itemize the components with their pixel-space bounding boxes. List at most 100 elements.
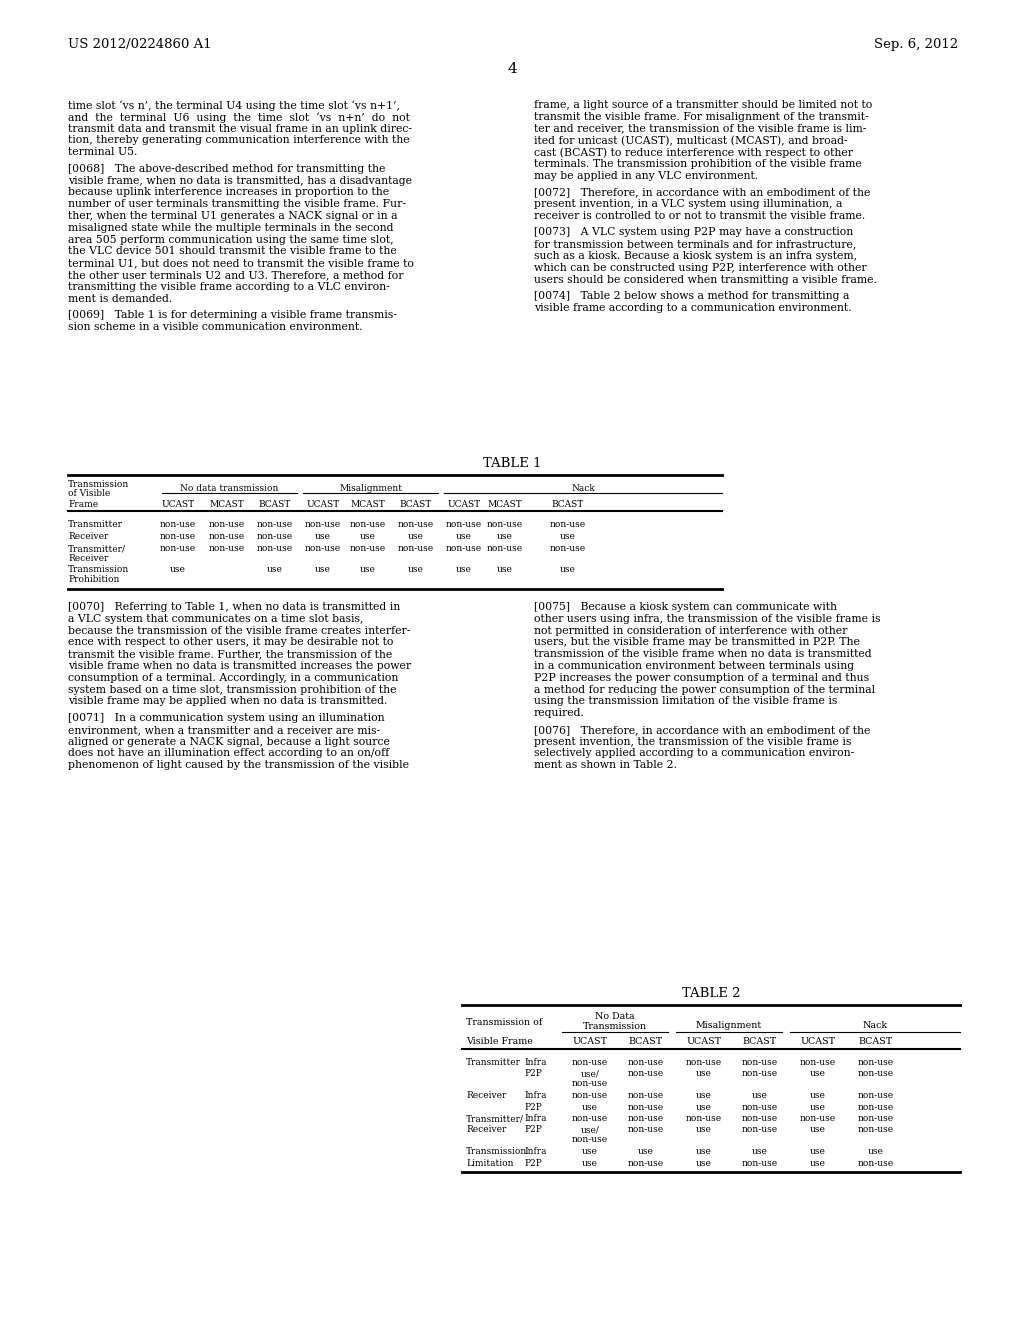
Text: P2P: P2P — [524, 1102, 542, 1111]
Text: non-use: non-use — [628, 1102, 664, 1111]
Text: [0073]   A VLC system using P2P may have a construction: [0073] A VLC system using P2P may have a… — [534, 227, 853, 238]
Text: P2P: P2P — [524, 1069, 542, 1078]
Text: non-use: non-use — [398, 520, 434, 529]
Text: non-use: non-use — [257, 532, 293, 541]
Text: Transmission: Transmission — [466, 1147, 527, 1156]
Text: transmit the visible frame. Further, the transmission of the: transmit the visible frame. Further, the… — [68, 649, 392, 659]
Text: use: use — [810, 1092, 826, 1100]
Text: non-use: non-use — [550, 544, 586, 553]
Text: non-use: non-use — [572, 1080, 608, 1089]
Text: use: use — [810, 1147, 826, 1156]
Text: use: use — [497, 565, 513, 574]
Text: non-use: non-use — [628, 1059, 664, 1067]
Text: use: use — [408, 532, 424, 541]
Text: Transmission: Transmission — [68, 480, 129, 488]
Text: [0072]   Therefore, in accordance with an embodiment of the: [0072] Therefore, in accordance with an … — [534, 187, 870, 197]
Text: selectively applied according to a communication environ-: selectively applied according to a commu… — [534, 748, 854, 758]
Text: non-use: non-use — [257, 520, 293, 529]
Text: non-use: non-use — [742, 1126, 778, 1134]
Text: BCAST: BCAST — [859, 1038, 893, 1045]
Text: transmitting the visible frame according to a VLC environ-: transmitting the visible frame according… — [68, 281, 390, 292]
Text: of Visible: of Visible — [68, 488, 111, 498]
Text: BCAST: BCAST — [743, 1038, 777, 1045]
Text: use: use — [810, 1102, 826, 1111]
Text: use: use — [360, 565, 376, 574]
Text: Receiver: Receiver — [466, 1092, 507, 1100]
Text: non-use: non-use — [628, 1114, 664, 1123]
Text: non-use: non-use — [572, 1059, 608, 1067]
Text: visible frame may be applied when no data is transmitted.: visible frame may be applied when no dat… — [68, 697, 387, 706]
Text: Receiver: Receiver — [68, 532, 109, 541]
Text: receiver is controlled to or not to transmit the visible frame.: receiver is controlled to or not to tran… — [534, 211, 865, 220]
Text: ter and receiver, the transmission of the visible frame is lim-: ter and receiver, the transmission of th… — [534, 124, 866, 133]
Text: use/: use/ — [581, 1126, 599, 1134]
Text: use: use — [408, 565, 424, 574]
Text: Visible Frame: Visible Frame — [466, 1038, 532, 1045]
Text: use: use — [497, 532, 513, 541]
Text: [0074]   Table 2 below shows a method for transmitting a: [0074] Table 2 below shows a method for … — [534, 292, 849, 301]
Text: ence with respect to other users, it may be desirable not to: ence with respect to other users, it may… — [68, 638, 393, 647]
Text: No Data: No Data — [595, 1012, 635, 1020]
Text: Transmitter: Transmitter — [466, 1059, 521, 1067]
Text: MCAST: MCAST — [210, 500, 245, 510]
Text: BCAST: BCAST — [552, 500, 584, 510]
Text: non-use: non-use — [858, 1126, 894, 1134]
Text: use: use — [582, 1159, 598, 1167]
Text: terminal U1, but does not need to transmit the visible frame to: terminal U1, but does not need to transm… — [68, 259, 414, 268]
Text: non-use: non-use — [686, 1059, 722, 1067]
Text: visible frame when no data is transmitted increases the power: visible frame when no data is transmitte… — [68, 661, 411, 671]
Text: in a communication environment between terminals using: in a communication environment between t… — [534, 661, 854, 671]
Text: use: use — [696, 1102, 712, 1111]
Text: BCAST: BCAST — [400, 500, 432, 510]
Text: frame, a light source of a transmitter should be limited not to: frame, a light source of a transmitter s… — [534, 100, 872, 110]
Text: non-use: non-use — [350, 520, 386, 529]
Text: area 505 perform communication using the same time slot,: area 505 perform communication using the… — [68, 235, 393, 244]
Text: non-use: non-use — [800, 1114, 836, 1123]
Text: TABLE 2: TABLE 2 — [682, 987, 740, 1001]
Text: non-use: non-use — [305, 520, 341, 529]
Text: Infra: Infra — [524, 1114, 547, 1123]
Text: use: use — [696, 1147, 712, 1156]
Text: non-use: non-use — [858, 1069, 894, 1078]
Text: UCAST: UCAST — [447, 500, 480, 510]
Text: non-use: non-use — [742, 1059, 778, 1067]
Text: the VLC device 501 should transmit the visible frame to the: the VLC device 501 should transmit the v… — [68, 247, 396, 256]
Text: environment, when a transmitter and a receiver are mis-: environment, when a transmitter and a re… — [68, 725, 380, 735]
Text: non-use: non-use — [858, 1159, 894, 1167]
Text: non-use: non-use — [858, 1114, 894, 1123]
Text: transmission of the visible frame when no data is transmitted: transmission of the visible frame when n… — [534, 649, 871, 659]
Text: misaligned state while the multiple terminals in the second: misaligned state while the multiple term… — [68, 223, 393, 232]
Text: terminals. The transmission prohibition of the visible frame: terminals. The transmission prohibition … — [534, 158, 862, 169]
Text: non-use: non-use — [858, 1059, 894, 1067]
Text: non-use: non-use — [550, 520, 586, 529]
Text: visible frame according to a communication environment.: visible frame according to a communicati… — [534, 304, 852, 313]
Text: required.: required. — [534, 709, 585, 718]
Text: system based on a time slot, transmission prohibition of the: system based on a time slot, transmissio… — [68, 685, 396, 694]
Text: non-use: non-use — [572, 1114, 608, 1123]
Text: such as a kiosk. Because a kiosk system is an infra system,: such as a kiosk. Because a kiosk system … — [534, 251, 857, 261]
Text: Transmission: Transmission — [68, 565, 129, 574]
Text: Receiver: Receiver — [466, 1126, 507, 1134]
Text: non-use: non-use — [160, 532, 196, 541]
Text: the other user terminals U2 and U3. Therefore, a method for: the other user terminals U2 and U3. Ther… — [68, 269, 403, 280]
Text: ment as shown in Table 2.: ment as shown in Table 2. — [534, 760, 677, 770]
Text: use: use — [582, 1147, 598, 1156]
Text: non-use: non-use — [445, 544, 482, 553]
Text: other users using infra, the transmission of the visible frame is: other users using infra, the transmissio… — [534, 614, 881, 624]
Text: P2P: P2P — [524, 1126, 542, 1134]
Text: Transmission: Transmission — [583, 1022, 647, 1031]
Text: non-use: non-use — [858, 1102, 894, 1111]
Text: use/: use/ — [581, 1069, 599, 1078]
Text: use: use — [696, 1159, 712, 1167]
Text: non-use: non-use — [628, 1126, 664, 1134]
Text: users, but the visible frame may be transmitted in P2P. The: users, but the visible frame may be tran… — [534, 638, 860, 647]
Text: BCAST: BCAST — [629, 1038, 664, 1045]
Text: Infra: Infra — [524, 1092, 547, 1100]
Text: Infra: Infra — [524, 1059, 547, 1067]
Text: non-use: non-use — [487, 544, 523, 553]
Text: use: use — [696, 1069, 712, 1078]
Text: Receiver: Receiver — [68, 554, 109, 564]
Text: use: use — [752, 1092, 768, 1100]
Text: Limitation: Limitation — [466, 1159, 513, 1167]
Text: not permitted in consideration of interference with other: not permitted in consideration of interf… — [534, 626, 848, 636]
